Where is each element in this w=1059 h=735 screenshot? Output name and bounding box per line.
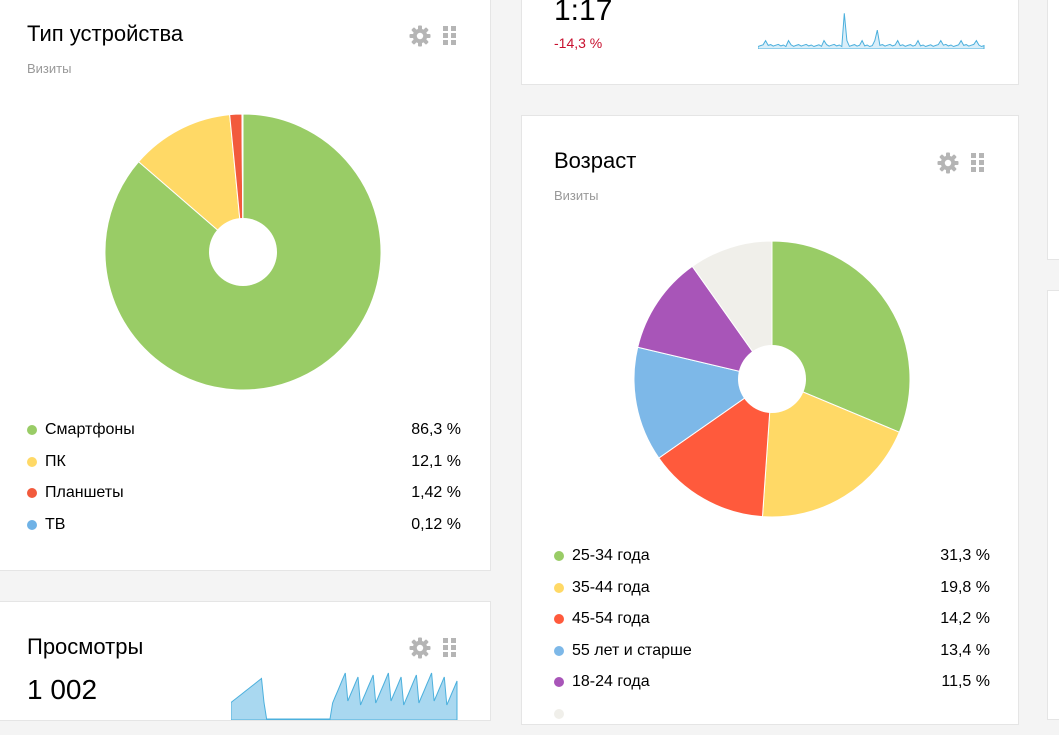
legend-dot (554, 709, 564, 719)
legend-dot (27, 520, 37, 530)
widget-title: Просмотры (27, 634, 143, 660)
legend-label: 55 лет и старше (572, 641, 692, 661)
legend-item[interactable] (554, 704, 990, 735)
legend-value: 0,12 % (411, 515, 461, 535)
legend-value: 13,4 % (940, 641, 990, 661)
legend-item[interactable]: 18-24 года 11,5 % (554, 672, 990, 704)
legend-label: ПК (45, 452, 66, 472)
duration-value: 1:17 (554, 0, 612, 27)
duration-sparkline (758, 7, 988, 49)
views-sparkline (231, 670, 461, 720)
legend-item[interactable]: 35-44 года 19,8 % (554, 578, 990, 610)
legend-dot (554, 646, 564, 656)
gear-icon[interactable] (409, 637, 431, 659)
legend-dot (554, 551, 564, 561)
legend-item[interactable]: Смартфоны 86,3 % (27, 420, 461, 452)
legend-value: 19,8 % (940, 578, 990, 598)
drag-handle-icon[interactable] (443, 638, 457, 658)
legend-item[interactable]: 25-34 года 31,3 % (554, 546, 990, 578)
sparkline-area (758, 13, 984, 49)
legend-label: Планшеты (45, 483, 124, 503)
legend-item[interactable]: 45-54 года 14,2 % (554, 609, 990, 641)
legend-dot (27, 425, 37, 435)
legend-value: 1,42 % (411, 483, 461, 503)
legend-value: 11,5 % (941, 672, 990, 692)
legend-label: ТВ (45, 515, 65, 535)
legend-value: 31,3 % (940, 546, 990, 566)
age-pie-chart (522, 116, 1020, 526)
legend-label: Смартфоны (45, 420, 135, 440)
legend-item[interactable]: Планшеты 1,42 % (27, 483, 461, 515)
legend-label: 18-24 года (572, 672, 650, 692)
legend-item[interactable]: ТВ 0,12 % (27, 515, 461, 547)
legend-dot (27, 488, 37, 498)
views-value: 1 002 (27, 674, 97, 706)
legend-item[interactable]: 55 лет и старше 13,4 % (554, 641, 990, 673)
donut-hole (738, 345, 806, 413)
legend-dot (27, 457, 37, 467)
age-legend: 25-34 года 31,3 % 35-44 года 19,8 % 45-54 го… (554, 546, 990, 735)
duration-delta: -14,3 % (554, 35, 602, 51)
legend-item[interactable]: ПК 12,1 % (27, 452, 461, 484)
legend-value: 86,3 % (411, 420, 461, 440)
legend-label: 35-44 года (572, 578, 650, 598)
legend-dot (554, 677, 564, 687)
legend-value: 14,2 % (940, 609, 990, 629)
partial-widget (1047, 290, 1059, 720)
donut-hole (209, 218, 277, 286)
partial-widget (1047, 0, 1059, 260)
widget-tools (409, 637, 457, 659)
legend-dot (554, 614, 564, 624)
legend-dot (554, 583, 564, 593)
legend-label: 45-54 года (572, 609, 650, 629)
sparkline-area (231, 673, 457, 720)
device-legend: Смартфоны 86,3 % ПК 12,1 % Планшеты 1,42 % ТВ 0… (27, 420, 461, 546)
legend-value: 12,1 % (411, 452, 461, 472)
legend-label: 25-34 года (572, 546, 650, 566)
views-widget: Просмотры 1 002 (0, 601, 491, 721)
device-pie-chart (0, 0, 492, 409)
duration-widget: 1:17 -14,3 % (521, 0, 1019, 85)
